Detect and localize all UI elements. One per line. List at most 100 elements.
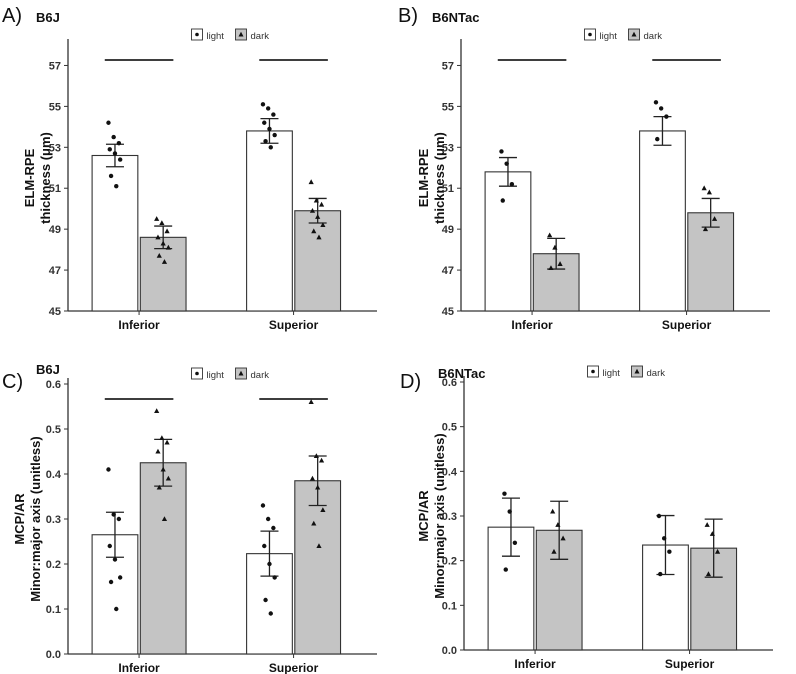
bar-light-superior [639, 130, 686, 312]
y-tick-label: 0.4 [442, 466, 458, 478]
data-point-light [502, 491, 507, 496]
bar-dark-superior [294, 210, 342, 312]
x-tick-label: Inferior [514, 657, 556, 671]
x-tick-label: Inferior [118, 661, 160, 674]
chart-panel-4: D) B6NTac MCP/AR Minor:major axis (unitless… [400, 365, 773, 671]
data-point-light [503, 567, 508, 572]
data-point-dark [704, 522, 710, 527]
y-tick-label: 0.3 [46, 514, 61, 526]
legend-label-light: light [603, 368, 621, 379]
y-tick-label: 0.3 [442, 511, 457, 523]
data-point-dark [315, 214, 321, 219]
data-point-dark [557, 261, 563, 266]
data-point-dark [702, 226, 709, 232]
y-tick-label: 57 [442, 60, 454, 72]
legend: light dark [587, 365, 666, 379]
data-point-dark [164, 439, 170, 445]
legend-marker-light [195, 32, 199, 37]
data-point-light [263, 138, 268, 144]
data-point-dark [318, 201, 325, 207]
data-point-dark [164, 228, 170, 234]
data-point-light [509, 181, 515, 187]
data-point-light [268, 145, 273, 150]
data-point-dark [154, 408, 160, 413]
data-point-light [114, 183, 119, 189]
data-point-light [111, 134, 116, 140]
legend: light dark [584, 28, 662, 42]
legend-label-dark: dark [251, 370, 270, 381]
data-point-dark [156, 484, 162, 490]
legend-marker-light [588, 32, 592, 37]
panel-title: B6NTac [432, 10, 479, 25]
data-point-light [116, 516, 122, 522]
y-tick-label: 45 [49, 306, 61, 318]
legend-label-dark: dark [251, 31, 270, 42]
data-point-light [507, 509, 512, 514]
x-tick-label: Superior [662, 318, 712, 332]
legend-marker-light [591, 369, 595, 374]
data-point-light [117, 575, 123, 580]
y-tick-label: 0.2 [46, 559, 61, 571]
data-point-dark [316, 543, 322, 548]
data-point-light [656, 513, 662, 519]
data-point-dark [155, 448, 161, 454]
bar-dark-superior [294, 480, 342, 655]
y-axis-label-line1: MCP/AR [12, 493, 27, 545]
y-tick-label: 0.1 [46, 604, 61, 616]
data-point-dark [161, 259, 168, 264]
y-tick-label: 0.4 [46, 469, 62, 481]
data-point-light [653, 100, 659, 105]
panel-title: B6NTac [438, 366, 485, 381]
y-axis-label-line1: MCP/AR [416, 490, 431, 542]
data-point-light [111, 512, 116, 517]
data-point-dark [309, 475, 316, 481]
data-point-dark [313, 453, 319, 458]
y-tick-label: 0.1 [442, 600, 457, 612]
y-tick-label: 0.0 [46, 649, 61, 661]
data-point-dark [705, 571, 712, 577]
data-point-dark [709, 531, 715, 536]
legend-label-light: light [207, 31, 225, 42]
data-point-dark [714, 548, 721, 554]
data-point-light [272, 132, 277, 138]
data-point-light [271, 525, 276, 531]
data-point-light [655, 136, 660, 142]
legend-label-dark: dark [647, 368, 666, 379]
data-point-dark [316, 234, 322, 240]
data-point-dark [154, 216, 160, 221]
data-point-light [106, 467, 111, 472]
legend-label-light: light [600, 31, 618, 42]
data-point-dark [320, 507, 326, 512]
data-point-dark [156, 252, 162, 258]
data-point-light [504, 161, 509, 166]
data-point-dark [547, 232, 553, 238]
y-tick-label: 51 [49, 183, 61, 195]
data-point-light [117, 157, 123, 162]
data-point-light [267, 126, 272, 132]
data-point-dark [160, 466, 166, 472]
data-point-light [268, 611, 273, 616]
panel-letter: D) [400, 371, 421, 393]
legend: light dark [191, 367, 270, 381]
chart-panel-2: B) B6NTac ELM-RPE thickness (μm) 45 47 49 51 53 5… [398, 5, 770, 332]
y-tick-label: 0.0 [442, 645, 457, 657]
data-point-light [500, 198, 505, 203]
y-axis-label-line2: thickness (μm) [38, 132, 53, 224]
legend: light dark [191, 28, 270, 42]
y-tick-label: 0.5 [46, 424, 61, 436]
y-tick-label: 0.2 [442, 556, 457, 568]
y-tick-label: 53 [49, 142, 61, 154]
y-tick-label: 0.6 [46, 379, 61, 391]
x-tick-label: Superior [665, 657, 715, 671]
data-point-dark [313, 197, 319, 203]
y-axis-label-line2: Minor:major axis (unitless) [28, 436, 43, 601]
data-point-dark [548, 265, 554, 271]
data-point-light [265, 106, 271, 111]
data-point-light [262, 543, 267, 549]
panel-title: B6J [36, 10, 60, 25]
y-tick-label: 0.6 [442, 377, 457, 389]
x-tick-label: Superior [269, 661, 319, 674]
y-tick-label: 57 [49, 60, 61, 72]
x-tick-label: Superior [269, 318, 319, 332]
data-point-dark [161, 516, 168, 521]
